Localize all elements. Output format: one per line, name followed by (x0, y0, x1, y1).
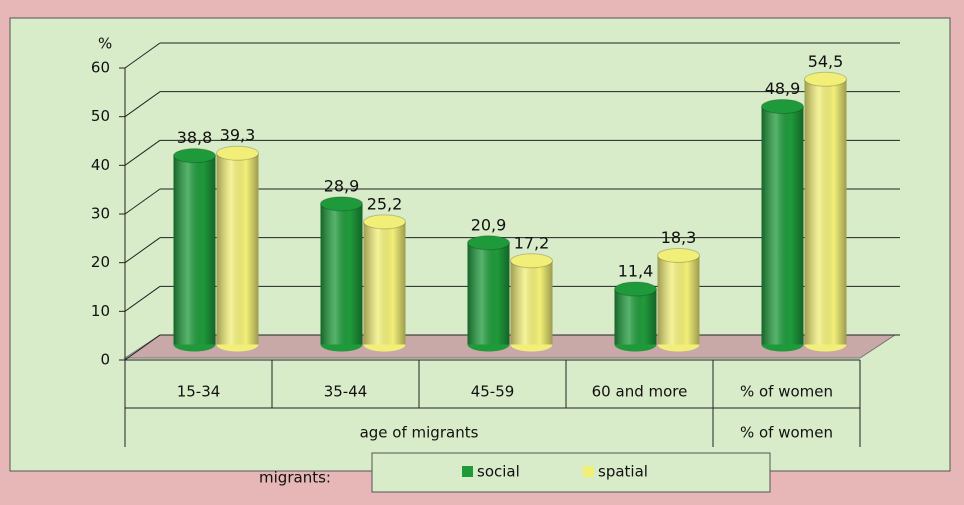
bar-shade (761, 106, 804, 345)
grid-line (124, 237, 161, 264)
bar (510, 253, 553, 352)
value-label: 54,5 (808, 52, 844, 71)
bar (173, 148, 216, 352)
x-tick-label: 15-34 (177, 383, 221, 401)
bar-top (657, 247, 700, 263)
grid-line (124, 188, 161, 215)
bar-top (363, 214, 406, 230)
y-tick-label: 50 (91, 107, 110, 125)
bar-shade (510, 260, 553, 345)
y-tick-label: 30 (91, 205, 110, 223)
bar-shade (614, 289, 657, 345)
grid-line (124, 91, 161, 118)
y-tick-label: 20 (91, 253, 110, 271)
bar-shade (467, 242, 510, 345)
grid-line (124, 285, 161, 312)
x-tick-label: 45-59 (471, 383, 515, 401)
bar (216, 145, 259, 352)
bar-top (320, 196, 363, 212)
bar (761, 99, 804, 352)
group-label: % of women (740, 424, 833, 442)
bar-shade (320, 203, 363, 345)
bar-shade (657, 255, 700, 345)
grid-line (124, 139, 161, 166)
legend-title: migrants: (259, 469, 331, 487)
x-tick-label: % of women (740, 383, 833, 401)
legend-label: spatial (598, 463, 648, 481)
y-tick-label: 0 (100, 351, 110, 369)
y-tick-label: 10 (91, 302, 110, 320)
group-label: age of migrants (360, 424, 479, 442)
bar-shade (363, 221, 406, 345)
grid-line (124, 334, 161, 361)
legend-swatch (583, 466, 594, 477)
bar-top (804, 71, 847, 87)
x-tick-label: 35-44 (324, 383, 368, 401)
value-label: 39,3 (220, 126, 256, 145)
value-label: 18,3 (661, 228, 697, 247)
legend-label: social (477, 463, 520, 481)
bar-top (614, 281, 657, 297)
value-label: 28,9 (324, 176, 360, 195)
value-label: 48,9 (765, 79, 801, 98)
value-label: 11,4 (618, 262, 654, 281)
bar (614, 281, 657, 352)
bar-shade (173, 155, 216, 345)
value-label: 25,2 (367, 194, 403, 213)
y-axis-label: % (98, 35, 112, 53)
bar (467, 235, 510, 352)
bar (657, 247, 700, 352)
bar-shade (804, 79, 847, 345)
bar-top (173, 148, 216, 164)
bar (363, 214, 406, 352)
x-tick-label: 60 and more (592, 383, 688, 401)
value-label: 17,2 (514, 233, 550, 252)
legend-swatch (462, 466, 473, 477)
grid-line (124, 42, 161, 69)
value-label: 38,8 (177, 128, 213, 147)
bar-top (467, 235, 510, 251)
bar-top (510, 253, 553, 269)
y-tick-label: 40 (91, 156, 110, 174)
bar-top (761, 99, 804, 115)
legend-box (371, 452, 771, 493)
bar-shade (216, 153, 259, 345)
bar (320, 196, 363, 352)
value-label: 20,9 (471, 215, 507, 234)
bar (804, 71, 847, 352)
y-tick-label: 60 (91, 59, 110, 77)
bar-top (216, 145, 259, 161)
